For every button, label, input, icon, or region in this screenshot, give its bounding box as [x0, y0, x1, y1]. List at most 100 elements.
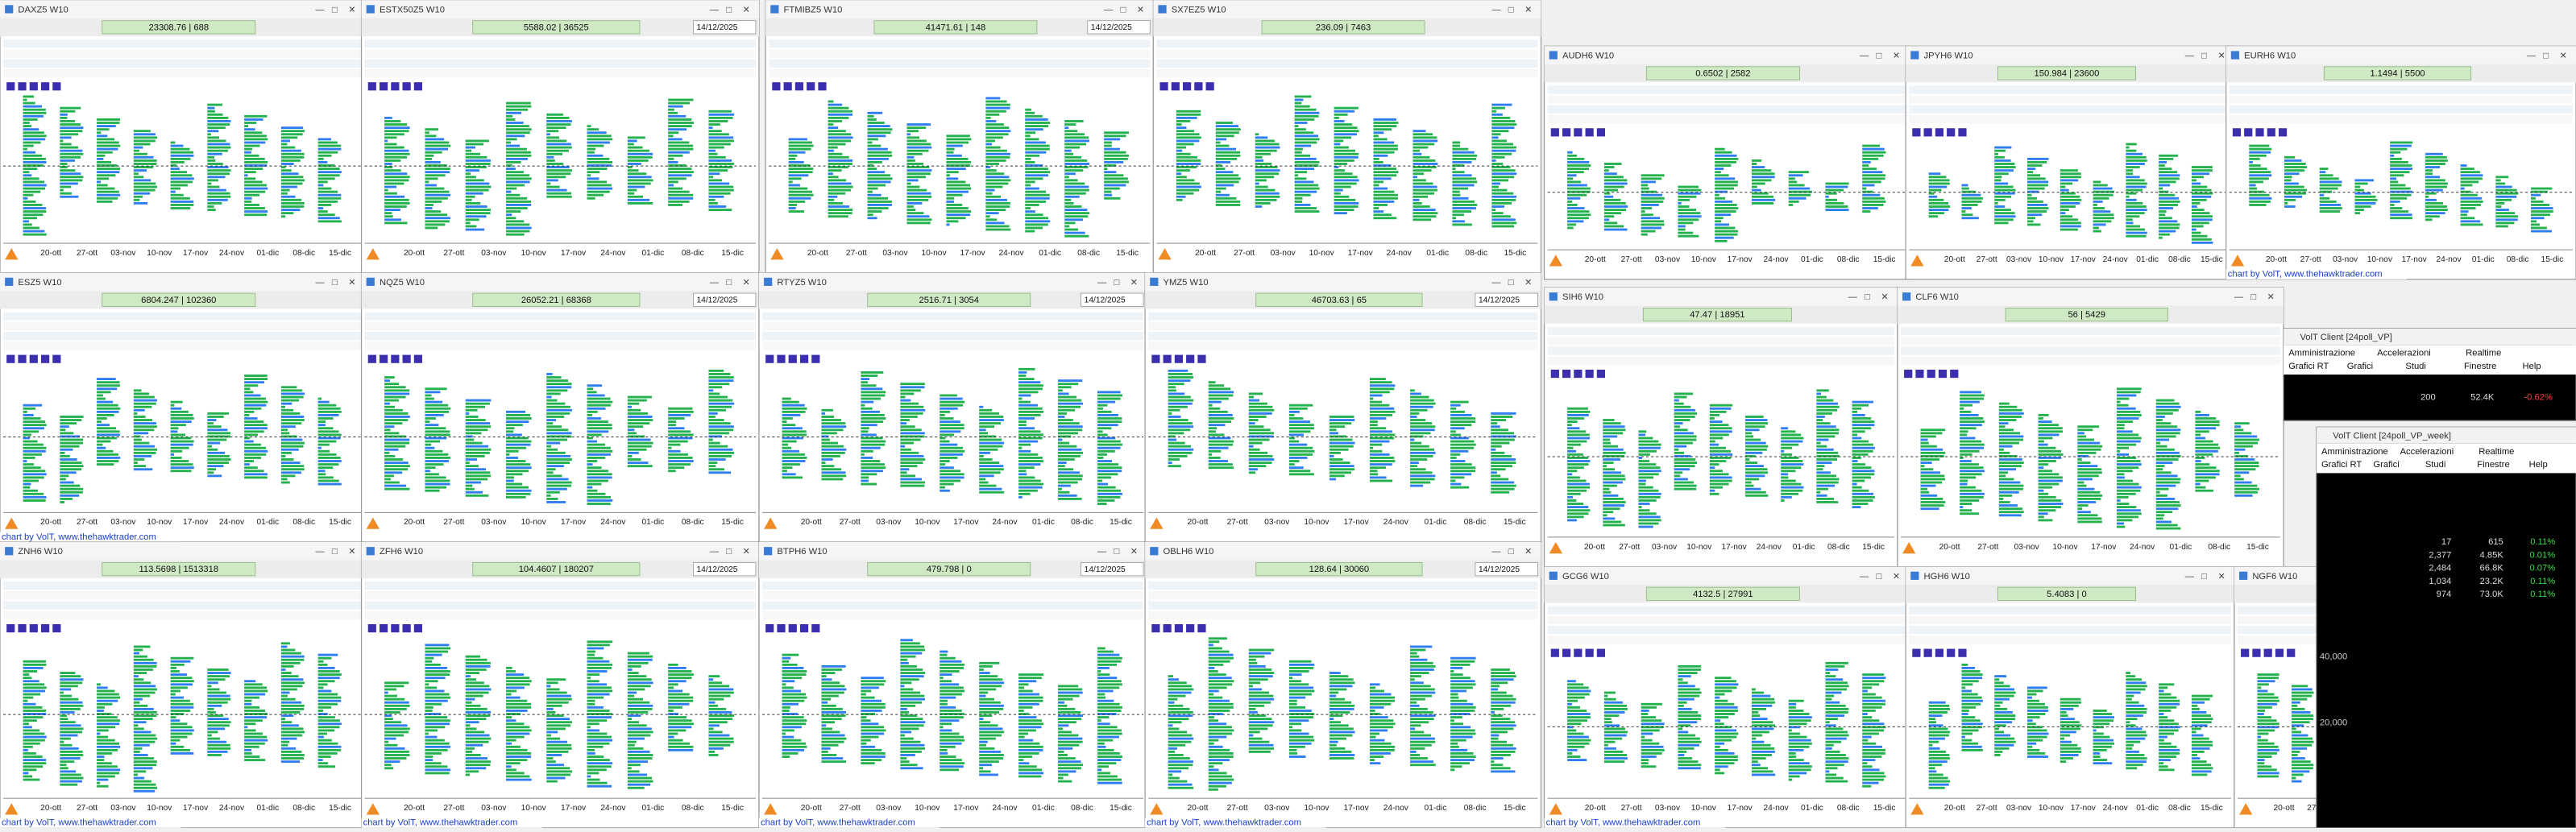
profile-bar [1168, 409, 1180, 412]
window-button[interactable]: ✕ [348, 5, 355, 14]
window-button[interactable]: — [1491, 5, 1501, 14]
profile-bar [900, 767, 923, 769]
window-button[interactable]: □ [1876, 572, 1881, 582]
profile-bar [906, 196, 931, 198]
window-button[interactable]: ✕ [348, 278, 355, 288]
window-button[interactable]: □ [332, 278, 338, 288]
profile-bar [60, 488, 83, 491]
window-button[interactable]: ✕ [1524, 547, 1532, 557]
profile-bar [782, 447, 792, 449]
window-button[interactable]: ✕ [743, 5, 750, 14]
window-button[interactable]: ✕ [2218, 51, 2225, 60]
app-icon [5, 547, 13, 555]
marker [818, 82, 826, 90]
window-button[interactable]: — [1097, 547, 1107, 557]
window-button[interactable]: ✕ [743, 547, 750, 557]
profile-bar [134, 163, 157, 165]
window-button[interactable]: ✕ [1137, 5, 1144, 14]
profile-bar [1491, 176, 1514, 178]
window-button[interactable]: — [315, 5, 325, 14]
window-button[interactable]: ✕ [1130, 547, 1138, 557]
profile-bar [1025, 168, 1048, 170]
profile-bar [2234, 462, 2259, 464]
profile-bar [1825, 199, 1837, 201]
date-value: 14/12/2025 [1085, 565, 1126, 574]
window-button[interactable]: □ [1508, 547, 1514, 557]
window-button[interactable]: — [315, 278, 325, 288]
window-button[interactable]: □ [726, 278, 732, 288]
window-button[interactable]: — [1848, 292, 1858, 302]
window-button[interactable]: ✕ [1881, 292, 1889, 302]
window-button[interactable]: □ [726, 5, 732, 14]
window-button[interactable]: □ [1114, 547, 1119, 557]
profile-bar [1097, 693, 1105, 696]
window-button[interactable]: ✕ [2267, 292, 2275, 302]
window-button[interactable]: □ [726, 547, 732, 557]
window-button[interactable]: — [1860, 572, 1869, 582]
window-button[interactable]: — [710, 547, 720, 557]
window-button[interactable]: □ [1508, 278, 1514, 288]
profile-bar [1295, 158, 1317, 160]
profile-bar [979, 425, 994, 428]
profile-bar [900, 757, 906, 760]
profile-bar [1097, 755, 1122, 758]
window-button[interactable]: □ [1865, 292, 1870, 302]
window-button[interactable]: □ [332, 5, 338, 14]
window-button[interactable]: ✕ [1130, 278, 1138, 288]
profile-bar [1710, 483, 1729, 486]
window-button[interactable]: □ [1121, 5, 1126, 14]
window-button[interactable]: □ [2543, 51, 2549, 60]
window-button[interactable]: □ [1508, 5, 1514, 14]
window-button[interactable]: — [1097, 278, 1107, 288]
profile-bar [587, 664, 613, 666]
window-button[interactable]: □ [332, 547, 338, 557]
window-button[interactable]: — [1860, 51, 1869, 60]
profile-bar [1370, 752, 1391, 755]
window-button[interactable]: — [1491, 278, 1501, 288]
window-button[interactable]: — [710, 278, 720, 288]
profile-bar [1862, 168, 1877, 170]
window-button[interactable]: □ [1876, 51, 1881, 60]
profile-bar [171, 191, 176, 193]
profile-bar [1329, 711, 1350, 714]
profile-bar [466, 419, 486, 421]
profile-bar [23, 466, 41, 469]
window-button[interactable]: ✕ [1524, 5, 1532, 14]
profile-bar [979, 406, 983, 408]
profile-bar [1025, 128, 1043, 130]
window-button[interactable]: — [2185, 51, 2195, 60]
window-button[interactable]: □ [2250, 292, 2256, 302]
window-button[interactable]: — [315, 547, 325, 557]
window-button[interactable]: □ [1114, 278, 1119, 288]
profile-bar [1491, 471, 1497, 474]
profile-bar [668, 746, 693, 748]
profile-bar [1789, 188, 1811, 190]
profile-bar [466, 708, 487, 710]
profile-bar [900, 652, 922, 655]
profile-bar [1412, 183, 1433, 185]
profile-bar [1452, 191, 1459, 193]
window-button[interactable]: ✕ [743, 278, 750, 288]
window-button[interactable]: ✕ [1524, 278, 1532, 288]
profile-bar [207, 412, 229, 415]
profile-bar [466, 735, 490, 737]
window-button[interactable]: ✕ [348, 547, 355, 557]
profile-bar [23, 768, 37, 771]
profile-bar [1097, 722, 1110, 725]
window-button[interactable]: ✕ [1893, 51, 1900, 60]
window-button[interactable]: □ [2201, 51, 2207, 60]
window-button[interactable]: ✕ [1893, 572, 1900, 582]
window-button[interactable]: — [1491, 547, 1501, 557]
profile-bar [708, 692, 733, 694]
date-value: 14/12/2025 [1085, 296, 1126, 305]
window-button[interactable]: — [710, 5, 720, 14]
profile-bar [1450, 670, 1454, 673]
profile-bar [244, 378, 268, 380]
window-button[interactable]: ✕ [2560, 51, 2567, 60]
window-button[interactable]: — [1104, 5, 1114, 14]
profile-bar [668, 194, 693, 197]
window-button[interactable]: — [2234, 292, 2244, 302]
window-button[interactable]: — [2527, 51, 2537, 60]
profile-bar [546, 399, 557, 402]
profile-bar [546, 126, 566, 129]
